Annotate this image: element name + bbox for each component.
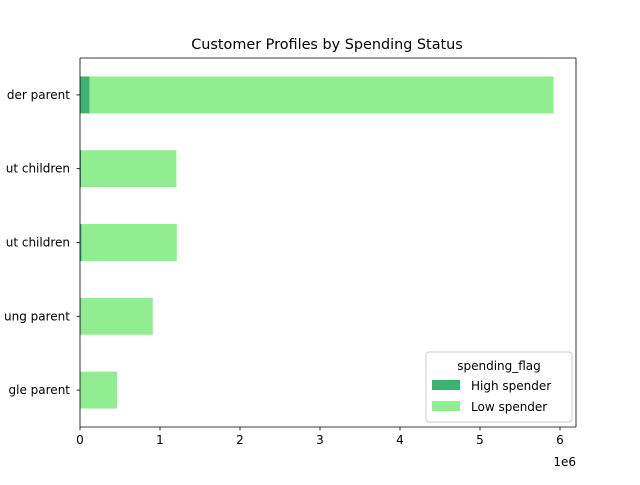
x-axis-ticks: 0 1 2 3 4 5 6 <box>76 427 564 447</box>
x-tick-label: 2 <box>236 433 244 447</box>
legend-label-high-spender: High spender <box>471 379 551 393</box>
x-tick-label: 5 <box>476 433 484 447</box>
legend: spending_flag High spender Low spender <box>426 352 572 422</box>
bar-low-spender-4 <box>81 298 153 335</box>
y-tick-label: der parent <box>7 88 70 102</box>
y-tick-label: ut children <box>6 236 70 250</box>
bar-low-spender-2 <box>81 150 176 187</box>
x-tick-label: 3 <box>316 433 324 447</box>
x-tick-label: 1 <box>156 433 164 447</box>
y-tick-label: ung parent <box>4 309 70 323</box>
chart-title: Customer Profiles by Spending Status <box>191 37 463 53</box>
bar-high-spender-1 <box>80 76 90 113</box>
x-tick-label: 4 <box>396 433 404 447</box>
bar-low-spender-3 <box>82 224 177 261</box>
legend-swatch-low-spender <box>432 401 460 411</box>
y-tick-label: ut children <box>6 162 70 176</box>
legend-title: spending_flag <box>457 359 541 373</box>
bar-low-spender-5 <box>80 372 117 409</box>
x-tick-label: 6 <box>556 433 564 447</box>
x-axis-offset-label: 1e6 <box>553 455 576 469</box>
legend-swatch-high-spender <box>432 380 460 390</box>
y-axis-ticks: der parent ut children ut children ung pare… <box>4 88 80 397</box>
legend-label-low-spender: Low spender <box>471 400 547 414</box>
y-tick-label: gle parent <box>9 383 71 397</box>
x-tick-label: 0 <box>76 433 84 447</box>
bar-low-spender-1 <box>90 76 554 113</box>
